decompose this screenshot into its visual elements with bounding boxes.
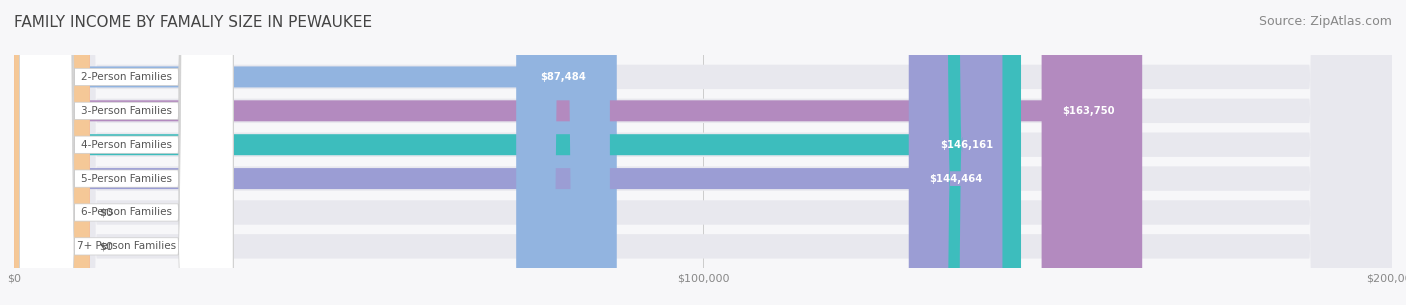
Text: 7+ Person Families: 7+ Person Families <box>77 241 176 251</box>
Text: $0: $0 <box>100 241 114 251</box>
Text: FAMILY INCOME BY FAMALIY SIZE IN PEWAUKEE: FAMILY INCOME BY FAMALIY SIZE IN PEWAUKE… <box>14 15 373 30</box>
FancyBboxPatch shape <box>20 0 233 305</box>
FancyBboxPatch shape <box>20 0 233 305</box>
FancyBboxPatch shape <box>20 0 233 305</box>
FancyBboxPatch shape <box>14 0 1392 305</box>
Text: $87,484: $87,484 <box>540 72 586 82</box>
FancyBboxPatch shape <box>14 0 1392 305</box>
FancyBboxPatch shape <box>14 0 90 305</box>
FancyBboxPatch shape <box>14 0 1010 305</box>
FancyBboxPatch shape <box>908 0 1002 305</box>
Text: 3-Person Families: 3-Person Families <box>82 106 172 116</box>
Text: $144,464: $144,464 <box>929 174 983 184</box>
Text: $146,161: $146,161 <box>941 140 994 150</box>
FancyBboxPatch shape <box>20 0 233 305</box>
FancyBboxPatch shape <box>14 0 90 305</box>
FancyBboxPatch shape <box>14 0 1392 305</box>
FancyBboxPatch shape <box>14 0 1392 305</box>
Text: 4-Person Families: 4-Person Families <box>82 140 172 150</box>
FancyBboxPatch shape <box>516 0 610 305</box>
Text: 5-Person Families: 5-Person Families <box>82 174 172 184</box>
FancyBboxPatch shape <box>14 0 1392 305</box>
Text: Source: ZipAtlas.com: Source: ZipAtlas.com <box>1258 15 1392 28</box>
FancyBboxPatch shape <box>14 0 1142 305</box>
Text: $163,750: $163,750 <box>1062 106 1115 116</box>
FancyBboxPatch shape <box>14 0 617 305</box>
FancyBboxPatch shape <box>921 0 1014 305</box>
FancyBboxPatch shape <box>14 0 1392 305</box>
FancyBboxPatch shape <box>1042 0 1135 305</box>
Text: $0: $0 <box>100 207 114 217</box>
FancyBboxPatch shape <box>20 0 233 305</box>
FancyBboxPatch shape <box>20 0 233 305</box>
FancyBboxPatch shape <box>14 0 1021 305</box>
Text: 6-Person Families: 6-Person Families <box>82 207 172 217</box>
Text: 2-Person Families: 2-Person Families <box>82 72 172 82</box>
